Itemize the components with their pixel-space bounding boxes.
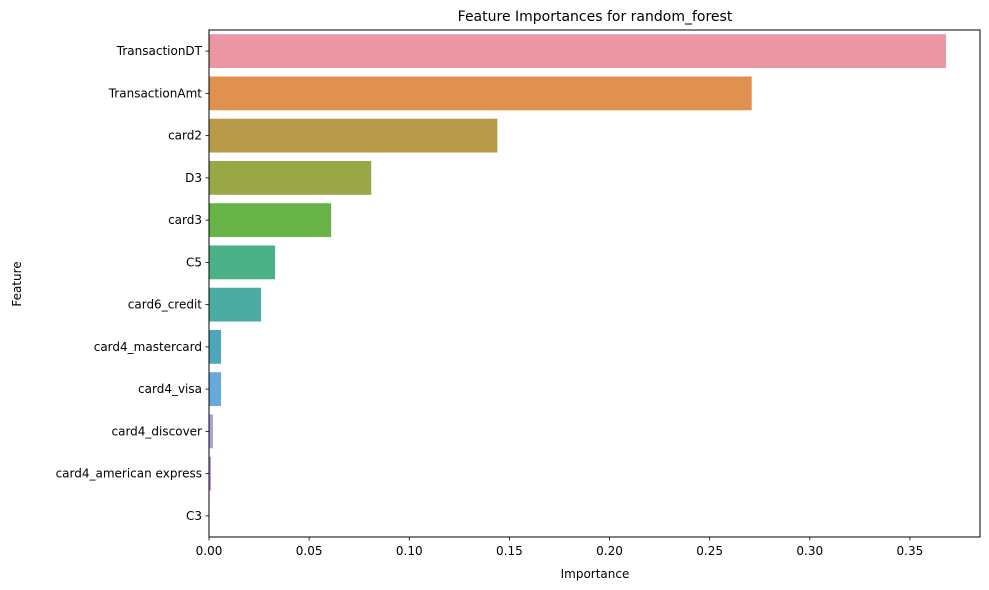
bar-c5 <box>209 245 276 280</box>
bar-card4-discover <box>209 414 214 449</box>
plot-frame <box>208 29 981 538</box>
y-tick-label: card4_american express <box>56 467 202 481</box>
x-tick-label: 0.35 <box>897 544 924 558</box>
y-axis-label: Feature <box>10 261 24 306</box>
y-tick-label: TransactionDT <box>116 44 203 58</box>
bars-group <box>209 34 946 491</box>
y-tick-label: C3 <box>186 509 202 523</box>
x-tick-label: 0.00 <box>196 544 223 558</box>
y-tick-label: card3 <box>168 213 202 227</box>
chart-title: Feature Importances for random_forest <box>458 9 733 25</box>
bar-card3 <box>209 203 332 238</box>
y-tick-label: card4_mastercard <box>94 340 202 354</box>
x-tick-label: 0.25 <box>696 544 723 558</box>
y-tick-label: card4_visa <box>138 382 202 396</box>
bar-card4-mastercard <box>209 329 222 364</box>
bar-card4-visa <box>209 372 222 407</box>
y-tick-label: card4_discover <box>112 424 203 438</box>
x-tick-label: 0.20 <box>596 544 623 558</box>
bar-transactionamt <box>209 76 752 111</box>
bar-card2 <box>209 118 498 153</box>
y-tick-label: card6_credit <box>128 298 203 312</box>
x-axis-ticks: 0.00 0.05 0.10 0.15 0.20 0.25 0.30 0.35 <box>196 537 924 558</box>
y-tick-label: TransactionAmt <box>108 86 203 100</box>
x-tick-label: 0.15 <box>496 544 523 558</box>
x-axis-label: Importance <box>561 567 630 581</box>
x-tick-label: 0.05 <box>296 544 323 558</box>
bar-transactiondt <box>209 34 946 69</box>
bar-d3 <box>209 160 372 195</box>
x-tick-label: 0.30 <box>796 544 823 558</box>
y-tick-label: C5 <box>186 255 202 269</box>
bar-card6-credit <box>209 287 262 322</box>
bar-card4-american-express <box>209 456 212 491</box>
x-tick-label: 0.10 <box>396 544 423 558</box>
y-tick-label: card2 <box>168 129 202 143</box>
y-tick-label: D3 <box>185 171 202 185</box>
y-axis-ticks: TransactionDT TransactionAmt card2 D3 card3 C… <box>56 44 209 523</box>
